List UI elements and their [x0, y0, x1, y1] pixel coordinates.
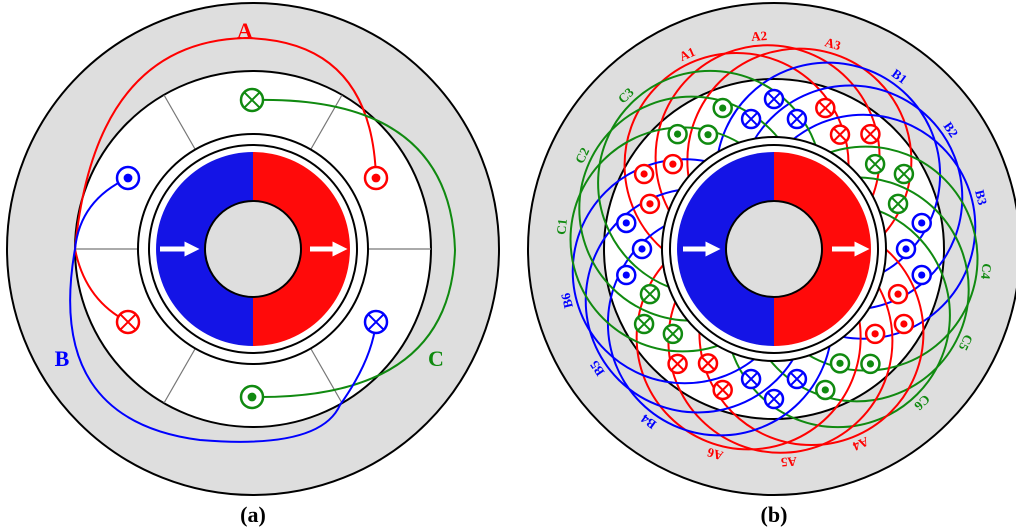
cross [789, 111, 804, 127]
slot-label: C1 [553, 218, 570, 235]
cross [367, 313, 385, 331]
coil-c [251, 98, 457, 399]
slot-label: A4 [850, 434, 871, 454]
cross [896, 166, 911, 182]
cross [700, 356, 716, 371]
slot-label: A3 [823, 34, 843, 53]
dot [704, 131, 712, 139]
cross [642, 287, 657, 302]
coil-a [73, 36, 377, 323]
slot-label: C2 [572, 145, 592, 166]
slot-label: A2 [751, 28, 768, 44]
dot [918, 219, 926, 227]
dot [836, 359, 844, 367]
slots [616, 88, 932, 410]
slot-label: B6 [558, 291, 576, 310]
dot [646, 200, 654, 208]
cross [119, 313, 137, 331]
phase-label: A [237, 18, 253, 43]
cross [670, 356, 685, 371]
dot [894, 290, 902, 298]
cross [744, 371, 759, 387]
dot [247, 392, 257, 402]
cross [744, 111, 759, 127]
slot-label: C4 [978, 263, 995, 281]
caption: (a) [240, 502, 266, 527]
cross [832, 127, 848, 142]
cross [818, 101, 833, 116]
cross [766, 91, 782, 107]
slot-label: A1 [677, 44, 698, 64]
phase-label: B [55, 346, 70, 371]
cross [243, 91, 261, 109]
slot-label: B3 [972, 188, 990, 207]
shaft [725, 200, 823, 298]
coil-b [69, 177, 377, 443]
slot-label: C5 [955, 332, 976, 353]
dot [371, 173, 381, 183]
cross [891, 196, 906, 211]
dot [640, 170, 648, 178]
dot [900, 320, 908, 328]
dot [673, 130, 682, 138]
cross [863, 127, 878, 142]
phase-label: C [428, 346, 444, 371]
cross [665, 326, 680, 341]
dot [866, 360, 875, 368]
dot [902, 245, 910, 253]
cross [715, 382, 730, 397]
caption: (b) [761, 502, 788, 527]
dot [669, 160, 677, 168]
slot-label: B1 [889, 66, 910, 87]
dot [918, 271, 926, 279]
dot [871, 330, 879, 338]
dot [123, 173, 133, 183]
cross [789, 371, 804, 387]
slot-dividers [75, 94, 431, 404]
slot-label: B2 [941, 119, 962, 140]
cross [766, 391, 782, 407]
dot [622, 219, 630, 227]
dot [821, 386, 829, 394]
dot [638, 245, 646, 253]
dot [719, 104, 727, 112]
slots [115, 87, 389, 410]
slot-label: A6 [705, 445, 725, 464]
panel-a: A B C (a) [6, 2, 500, 527]
slot-label: A5 [780, 454, 797, 470]
shaft [204, 200, 302, 298]
dot [622, 271, 630, 279]
cross [868, 157, 883, 172]
cross [637, 316, 652, 332]
